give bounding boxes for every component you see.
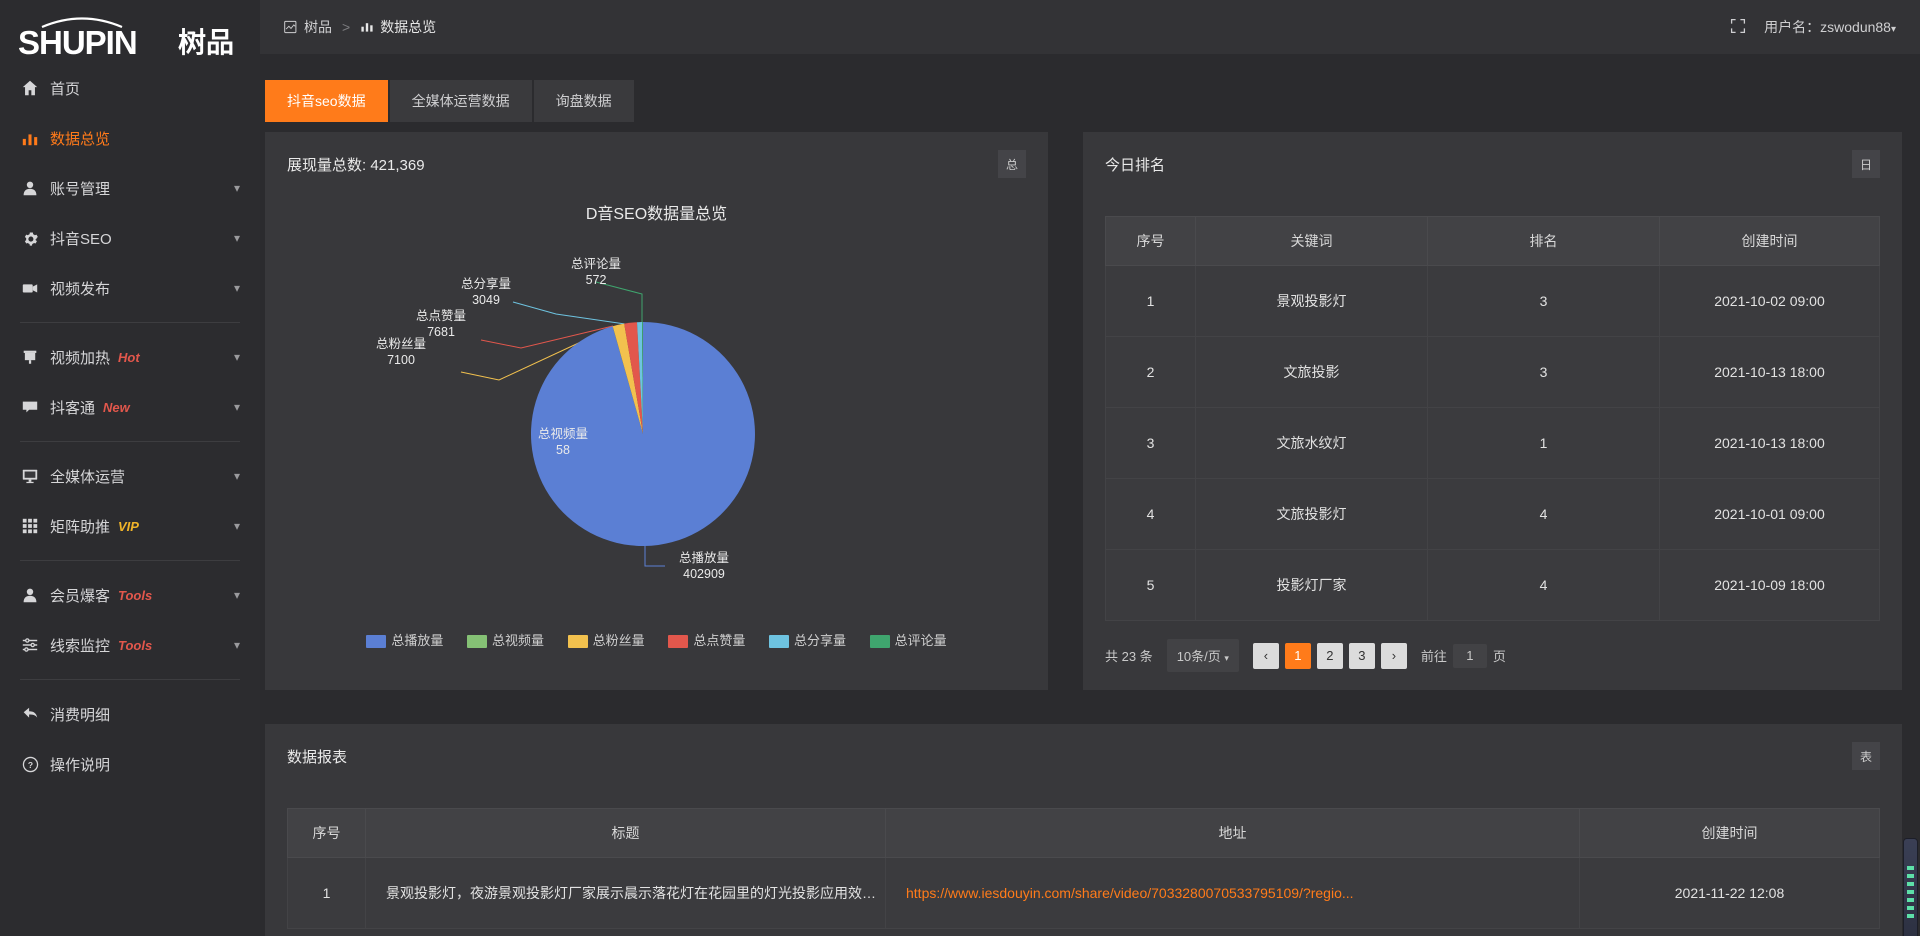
svg-text:SHUPIN: SHUPIN [18, 24, 137, 61]
svg-text:?: ? [27, 759, 32, 769]
svg-text:树品: 树品 [178, 27, 234, 58]
